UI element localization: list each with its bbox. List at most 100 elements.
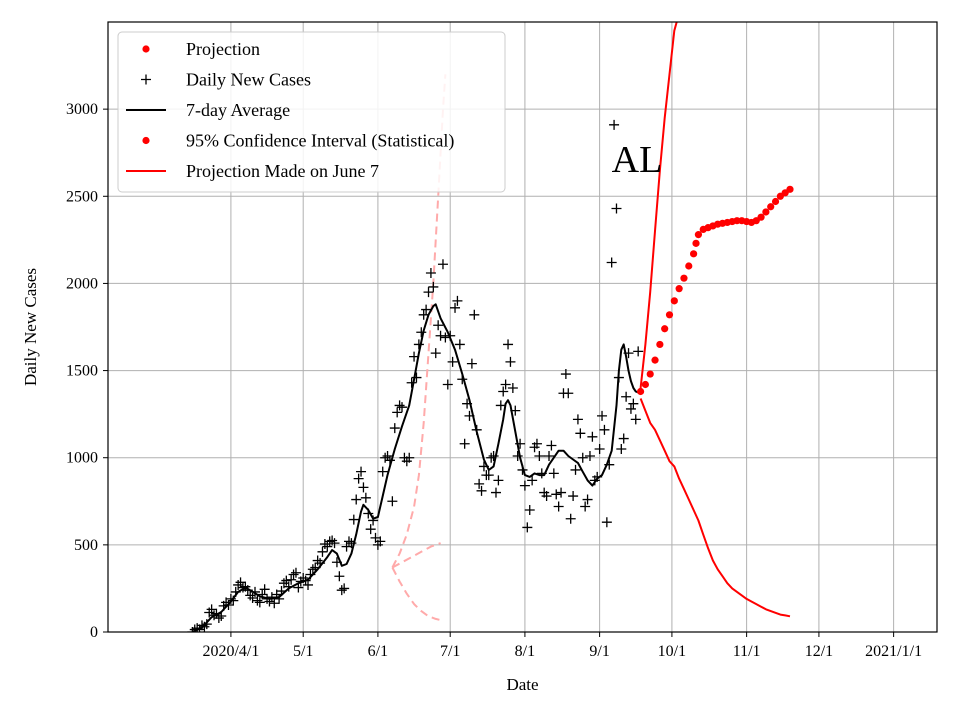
daily-new-cases-point — [252, 595, 263, 606]
daily-new-cases-point — [201, 619, 212, 630]
daily-new-cases-point — [560, 369, 571, 380]
daily-new-cases-point — [329, 538, 340, 549]
daily-new-cases-point — [233, 579, 244, 590]
projection-point — [680, 274, 688, 282]
daily-new-cases-point — [531, 438, 542, 449]
daily-new-cases-point — [406, 377, 417, 388]
projection-point — [690, 250, 698, 258]
legend-dot-marker — [142, 136, 150, 145]
daily-new-cases-point — [404, 452, 415, 463]
legend-entry-7-day-average: 7-day Average — [126, 100, 290, 120]
y-tick-label: 0 — [90, 624, 98, 641]
projection-point — [651, 356, 659, 364]
y-axis-label: Daily New Cases — [21, 268, 40, 386]
daily-new-cases-point — [500, 379, 511, 390]
y-tick-label: 500 — [74, 537, 98, 554]
daily-new-cases-point — [206, 604, 217, 615]
daily-new-cases-point — [601, 517, 612, 528]
daily-new-cases-point — [254, 597, 265, 608]
daily-new-cases-point — [556, 487, 567, 498]
series-layer — [187, 22, 794, 632]
legend-label: Projection Made on June 7 — [186, 161, 379, 181]
y-tick-label: 3000 — [66, 101, 98, 118]
daily-new-cases-point — [433, 320, 444, 331]
daily-new-cases-point — [447, 356, 458, 367]
daily-new-cases-point — [546, 440, 557, 451]
legend-plus-marker — [141, 74, 151, 85]
projection-point — [767, 203, 775, 211]
x-tick-label: 8/1 — [515, 643, 535, 660]
daily-new-cases-point — [563, 388, 574, 399]
daily-new-cases-point — [348, 514, 359, 525]
daily-new-cases-point — [437, 259, 448, 270]
daily-new-cases-point — [524, 505, 535, 515]
daily-new-cases-point — [307, 564, 318, 575]
daily-new-cases-point — [421, 304, 432, 315]
daily-new-cases-point — [199, 621, 210, 632]
daily-new-cases-point — [317, 546, 328, 557]
daily-new-cases-point — [380, 452, 391, 463]
daily-new-cases-point — [452, 295, 463, 306]
projection-point — [675, 285, 683, 293]
daily-new-cases-point — [548, 468, 559, 479]
daily-new-cases-point — [319, 538, 330, 549]
daily-new-cases-point — [303, 579, 314, 590]
daily-new-cases-point — [582, 494, 593, 505]
legend-box — [117, 31, 506, 193]
daily-new-cases-point — [423, 287, 434, 298]
projection-made-on-june-7-middle-line — [391, 542, 441, 569]
y-tick-label: 2500 — [66, 188, 98, 205]
daily-new-cases-point — [356, 466, 367, 477]
daily-new-cases-point — [459, 438, 470, 449]
x-axis-label: Date — [506, 675, 538, 694]
daily-new-cases-point — [360, 492, 371, 503]
daily-new-cases-point — [358, 482, 369, 493]
daily-new-cases-point — [247, 593, 258, 604]
daily-new-cases-point — [507, 383, 518, 393]
daily-new-cases-point — [483, 470, 494, 481]
x-tick-label: 2021/1/1 — [865, 643, 922, 660]
daily-new-cases-point — [377, 466, 388, 477]
daily-new-cases-point — [213, 613, 224, 624]
daily-new-cases-point — [418, 309, 429, 320]
legend-entry-95-confidence-interval-statistical: 95% Confidence Interval (Statistical) — [142, 131, 454, 152]
daily-new-cases-point — [519, 480, 530, 491]
projection-point — [762, 208, 770, 216]
daily-new-cases-point — [324, 536, 335, 547]
daily-new-cases-point — [512, 450, 523, 461]
x-tick-label: 10/1 — [658, 643, 686, 660]
projection-point — [661, 325, 669, 333]
daily-new-cases-point — [397, 402, 408, 413]
daily-new-cases-point — [565, 513, 576, 524]
legend-label: 95% Confidence Interval (Statistical) — [186, 131, 454, 152]
daily-new-cases-point — [495, 400, 506, 411]
x-tick-label: 2020/4/1 — [202, 643, 259, 660]
plot-frame — [107, 21, 938, 633]
projection-point — [685, 262, 693, 270]
legend-label: 7-day Average — [186, 100, 290, 120]
daily-new-cases-point — [281, 575, 292, 586]
legend-entry-projection-made-on-june-7: Projection Made on June 7 — [126, 161, 379, 181]
daily-new-cases-point — [544, 450, 555, 461]
projection-point — [665, 311, 674, 319]
daily-new-cases-point — [351, 494, 362, 505]
daily-new-cases-point — [428, 281, 439, 292]
daily-new-cases-point — [621, 391, 632, 402]
projection-made-on-june-7-lower-line — [391, 567, 444, 622]
daily-new-cases-point — [505, 356, 516, 367]
projection-point — [646, 370, 654, 378]
daily-new-cases-point — [413, 339, 424, 350]
daily-new-cases-point — [394, 400, 405, 411]
daily-new-cases-point — [389, 423, 400, 434]
95-confidence-interval-lower-line — [639, 398, 791, 618]
daily-new-cases-point — [498, 386, 509, 397]
daily-new-cases-point — [551, 489, 562, 500]
daily-new-cases-point — [327, 535, 338, 546]
daily-new-cases-point — [580, 501, 591, 512]
region-annotation: AL — [612, 139, 663, 181]
daily-new-cases-point — [450, 302, 461, 313]
x-tick-label: 11/1 — [733, 643, 761, 660]
daily-new-cases-point — [553, 501, 564, 512]
daily-new-cases-point — [365, 524, 376, 535]
daily-new-cases-point — [628, 398, 639, 409]
